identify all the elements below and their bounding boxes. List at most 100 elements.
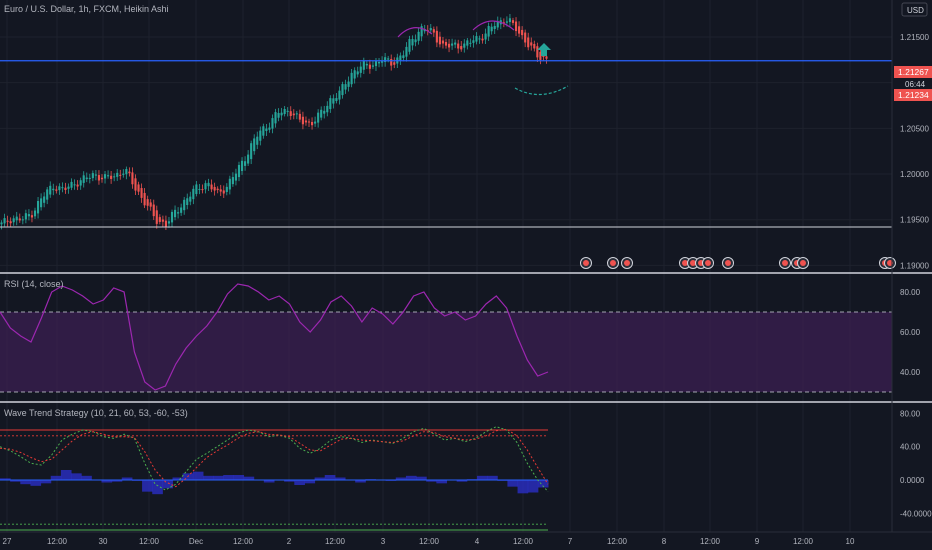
candle-body [310, 121, 314, 126]
economic-events[interactable] [580, 257, 896, 269]
time-tick-label: 12:00 [513, 537, 534, 546]
last-price-value: 1.21267 [898, 67, 929, 77]
candle-body [149, 202, 152, 207]
candle-body [88, 177, 91, 179]
time-tick-label: 30 [99, 537, 108, 546]
wt-tick-label: 80.00 [900, 409, 921, 418]
candle-body [502, 22, 505, 24]
candle-body [18, 218, 21, 221]
wt-histogram-bar [81, 475, 92, 480]
wt-histogram-bar [101, 480, 113, 483]
candle-body [374, 60, 378, 67]
candle-body [15, 216, 18, 221]
candle-body [231, 177, 234, 185]
candle-body [441, 40, 445, 44]
price-pane[interactable] [0, 13, 892, 231]
candle-body [116, 172, 119, 177]
candle-body [484, 33, 487, 40]
candle-body [390, 58, 393, 66]
wave-trend-pane[interactable] [0, 426, 549, 531]
candle-body [9, 221, 12, 224]
rsi-tick-label: 80.00 [900, 288, 921, 297]
secondary-price-tag [894, 89, 932, 101]
price-scale[interactable]: 1.215001.210001.205001.200001.195001.190… [900, 33, 932, 518]
candle-body [307, 121, 311, 123]
candle-body [454, 42, 457, 45]
time-tick-label: 7 [568, 537, 573, 546]
candle-body [36, 200, 40, 214]
head-arc-left [397, 27, 433, 38]
candle-body [225, 186, 228, 192]
currency-button[interactable] [901, 2, 928, 17]
candle-body [253, 138, 256, 152]
candle-body [43, 196, 46, 203]
candle-body [70, 181, 73, 188]
candle-body [33, 210, 37, 217]
candle-body [496, 21, 499, 28]
candle-body [280, 112, 283, 116]
time-tick-label: 8 [662, 537, 667, 546]
candle-body [320, 109, 323, 118]
candle-body [40, 198, 43, 208]
wt-histogram-bar [416, 476, 427, 480]
candle-body [286, 110, 289, 112]
wt-histogram-bar [527, 480, 539, 493]
candle-body [164, 220, 167, 227]
candle-body [466, 40, 469, 46]
wt-histogram-bar [304, 480, 316, 484]
countdown-tag [894, 78, 932, 89]
time-axis[interactable]: 27 12:00 30 12:00 Dec 12:00 2 12:00 3 12:00 4 12:00… [3, 537, 855, 546]
candle-body [347, 81, 350, 87]
candle-body [356, 71, 359, 75]
time-tick-label: 12:00 [700, 537, 721, 546]
candle-body [228, 178, 231, 190]
candle-body [295, 113, 298, 115]
wt-histogram-bar [314, 477, 326, 480]
candle-body [234, 173, 238, 181]
candle-body [524, 32, 527, 43]
candle-body [140, 188, 143, 198]
wt-histogram-bar [355, 480, 366, 483]
rsi-pane[interactable] [0, 283, 892, 393]
secondary-price-value: 1.21234 [898, 90, 929, 100]
candle-body [82, 175, 85, 183]
candle-body [213, 186, 216, 191]
candle-body [478, 38, 481, 40]
wt-histogram-bar [456, 480, 468, 482]
time-tick-label: 12:00 [419, 537, 440, 546]
candle-body [514, 21, 518, 32]
candle-body [530, 42, 533, 46]
rsi-tick-label: 60.00 [900, 328, 921, 337]
time-tick-label: 12:00 [607, 537, 628, 546]
wt-histogram-bar [243, 476, 255, 480]
candle-body [161, 219, 164, 222]
candle-body [451, 43, 454, 46]
candle-body [6, 220, 9, 222]
candle-body [435, 30, 438, 43]
candle-body [183, 199, 186, 211]
candle-body [122, 173, 125, 175]
candle-body [487, 26, 490, 37]
candle-body [432, 29, 435, 33]
wt-histogram-bar [537, 480, 549, 488]
time-tick-label: 12:00 [793, 537, 814, 546]
wt-histogram-bar [162, 480, 174, 489]
wt-histogram-bar [426, 480, 437, 482]
candle-body [393, 62, 396, 65]
candle-body [341, 84, 344, 96]
wt-series-line [0, 426, 549, 493]
wt-histogram-bar [487, 475, 498, 480]
candle-body [518, 26, 521, 34]
wt-histogram-bar [202, 475, 214, 480]
currency-button-label: USD [907, 6, 924, 15]
candle-body [542, 55, 545, 57]
event-icon-flag [725, 260, 731, 266]
candle-body [283, 108, 286, 115]
wt-histogram-bar [324, 475, 336, 480]
wt-histogram-bar [263, 480, 275, 483]
candle-body [12, 218, 15, 223]
candle-body [64, 187, 67, 190]
candle-body [326, 105, 329, 113]
candle-body [408, 39, 411, 52]
